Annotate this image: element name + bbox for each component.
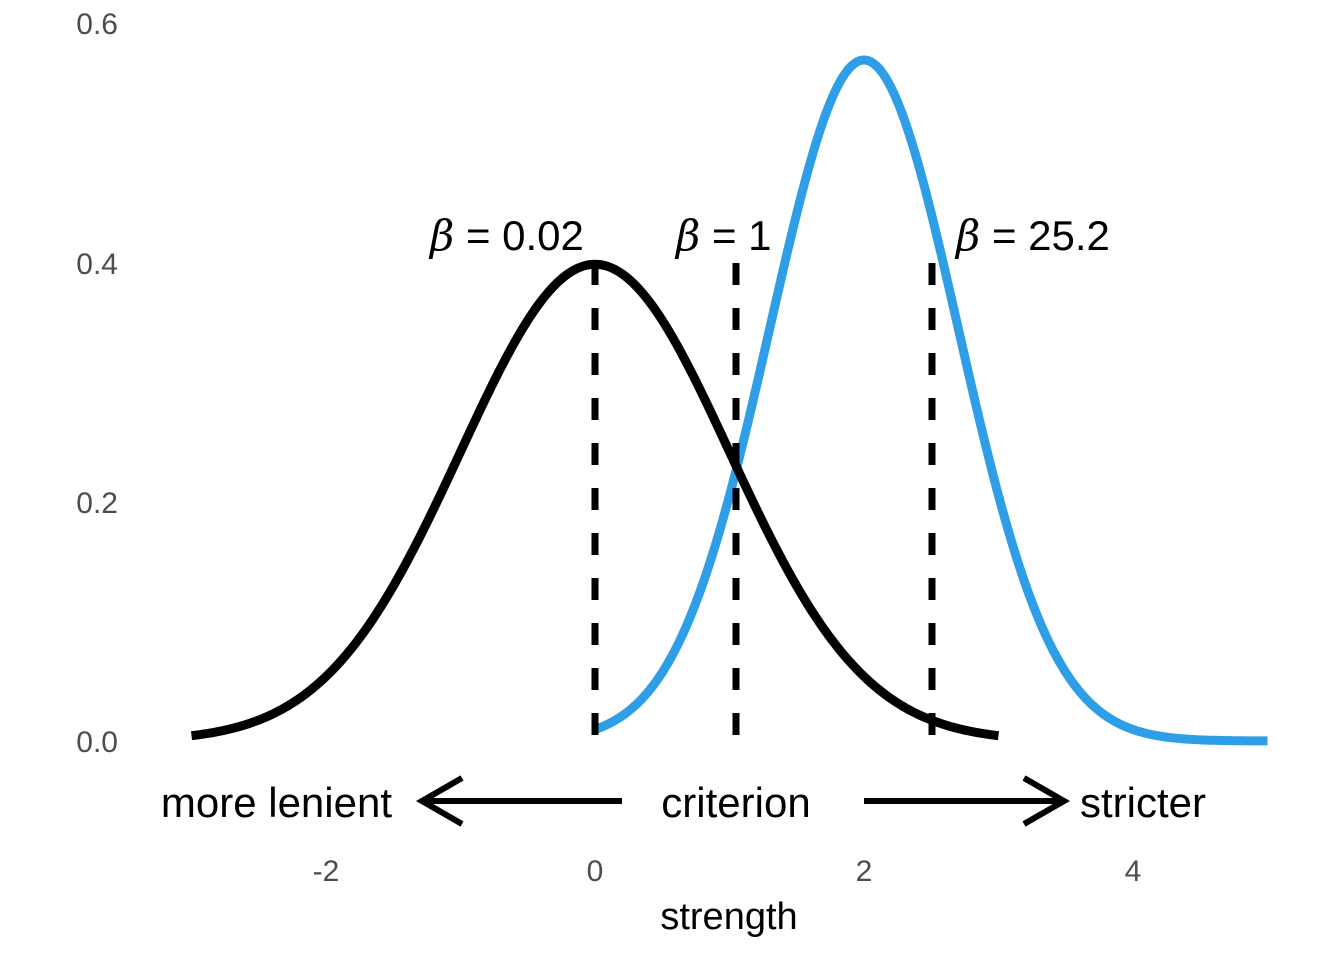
y-tick-label: 0.4 (76, 248, 118, 281)
signal-distribution-curve (593, 55, 1269, 746)
x-tick-label: 0 (587, 855, 604, 888)
x-tick-label: -2 (313, 855, 340, 888)
x-tick-label: 2 (856, 855, 873, 888)
criterion-lines (591, 263, 936, 741)
y-tick-label: 0.0 (76, 726, 118, 759)
y-axis: 0.0 0.2 0.4 0.6 (76, 8, 118, 759)
y-tick-label: 0.2 (76, 487, 118, 520)
stricter-label: stricter (1080, 779, 1206, 826)
x-tick-label: 4 (1125, 855, 1142, 888)
beta-label-neutral: β = 1 (674, 211, 772, 260)
beta-labels: β = 0.02 β = 1 β = 25.2 (428, 211, 1110, 260)
x-axis: -2 0 2 4 strength (313, 855, 1142, 938)
beta-label-strict: β = 25.2 (954, 211, 1110, 260)
beta-label-lenient: β = 0.02 (428, 211, 584, 260)
more-lenient-label: more lenient (161, 779, 392, 826)
criterion-annotation: more lenient criterion stricter (161, 775, 1206, 827)
x-axis-title: strength (660, 896, 797, 938)
arrow-left-icon (415, 775, 622, 827)
arrow-right-icon (864, 775, 1071, 827)
noise-distribution-curve (190, 259, 1000, 741)
y-tick-label: 0.6 (76, 8, 118, 41)
criterion-label: criterion (661, 779, 810, 826)
